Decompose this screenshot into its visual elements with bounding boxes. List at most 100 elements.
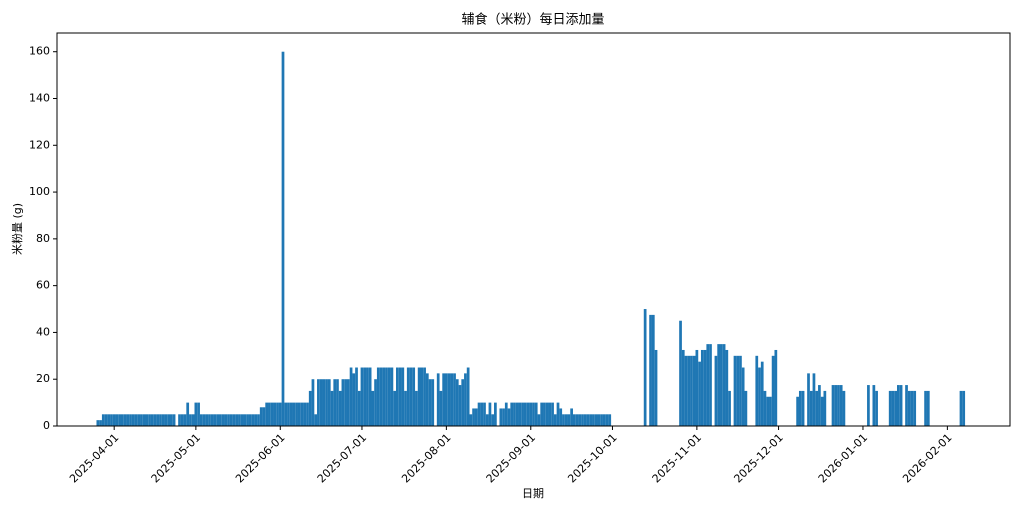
bar [461,379,465,426]
bar [180,414,184,426]
bar [766,396,770,426]
bar [371,390,375,426]
bar [709,344,712,426]
bar [317,379,320,426]
bar [387,367,391,426]
bar [197,402,200,426]
bar [815,390,819,426]
bar [706,344,710,426]
bar [118,414,121,426]
bar [333,379,337,426]
plot-frame [56,32,1011,427]
bar [820,396,824,426]
bar [529,402,533,426]
bar [698,361,701,426]
bar [355,367,358,426]
bar [736,355,740,426]
bar [447,373,451,426]
bar [420,367,424,426]
bar [594,414,598,426]
bar [654,349,658,426]
bar [336,379,339,426]
bar [284,402,288,426]
y-axis-label: 米粉量 (g) [11,203,24,255]
bar [905,385,908,426]
bar [608,414,612,426]
bar [164,414,168,426]
y-tick-label: 120 [29,138,50,151]
bar [769,396,772,426]
bar [417,367,421,426]
bar [273,402,277,426]
bar [360,367,364,426]
bar [491,414,495,426]
bar [137,414,141,426]
bar [807,373,810,426]
bar [169,414,173,426]
bar [189,414,192,426]
bar [502,408,505,426]
bar [366,367,369,426]
bar [523,402,527,426]
bar [246,414,249,426]
bar [142,414,146,426]
bar [567,414,571,426]
bar [322,379,326,426]
bar [219,414,222,426]
bar [123,414,127,426]
bar [513,402,516,426]
bar [700,349,704,426]
bar [867,385,870,426]
bar [240,414,244,426]
bar [771,355,775,426]
bar [205,414,209,426]
bar [338,390,342,426]
bar [270,402,274,426]
bar [962,390,966,426]
bar [297,402,301,426]
bar [545,402,549,426]
bar [292,402,296,426]
bar [570,408,573,426]
bar [455,379,459,426]
bar [153,414,157,426]
bar [357,390,361,426]
bar [553,414,557,426]
bar [248,414,252,426]
y-tick-label: 160 [29,45,50,58]
bar [344,379,347,426]
bar [352,373,356,426]
bar [262,407,266,426]
bar [445,373,448,426]
bar [243,414,247,426]
bar [913,390,917,426]
bar [458,385,462,426]
bar [202,414,206,426]
bar [801,390,805,426]
bar [319,379,323,426]
bar [450,373,454,426]
bar [379,367,383,426]
bar [899,385,903,426]
bar [728,390,731,426]
bar [763,390,767,426]
bar [229,414,233,426]
bar [251,414,255,426]
bar [425,373,429,426]
bar [679,320,682,426]
bar [924,390,927,426]
bar [300,402,304,426]
bar [376,367,380,426]
bar [363,367,367,426]
bar [281,51,285,426]
bar [796,396,799,426]
bar [521,402,524,426]
bar [101,414,105,426]
bar [390,367,394,426]
bar [872,385,876,426]
bar [894,390,898,426]
bar [488,402,492,426]
bar [551,402,554,426]
bar [374,379,377,426]
